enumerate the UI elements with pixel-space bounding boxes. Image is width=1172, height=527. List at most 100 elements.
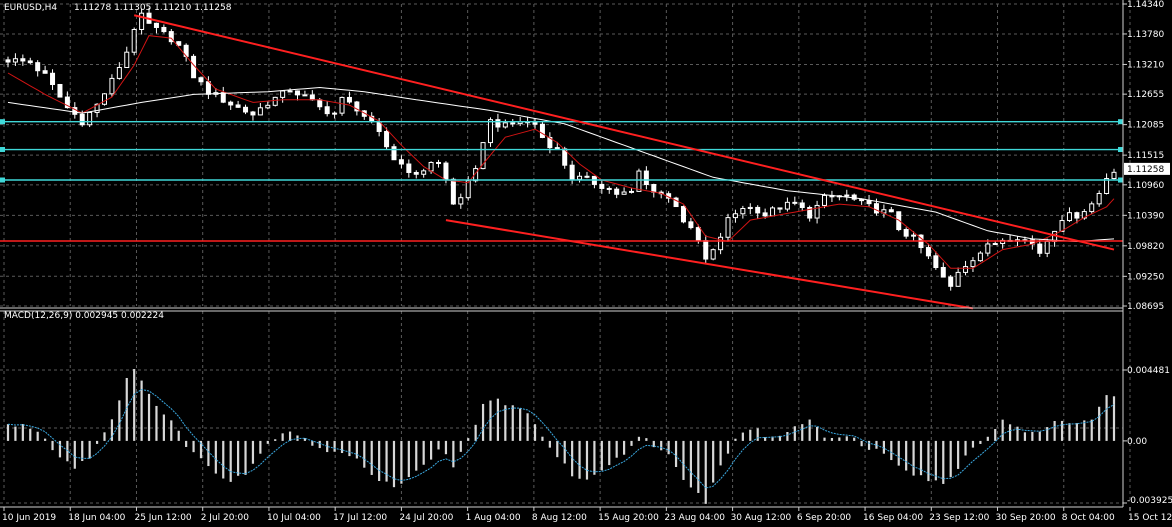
bull-candle — [770, 207, 776, 217]
bear-candle — [948, 276, 954, 287]
price-tick-label: 1.08695 — [1127, 302, 1164, 312]
current-price-box — [1124, 162, 1170, 175]
time-tick-label: 2 Jul 20:00 — [201, 513, 250, 523]
time-tick-label: 10 Jul 04:00 — [267, 513, 321, 523]
bear-candle — [324, 106, 330, 115]
bull-candle — [985, 243, 991, 254]
time-tick-label: 30 Sep 20:00 — [996, 513, 1056, 523]
price-tick-label: 1.11515 — [1127, 151, 1164, 161]
bull-candle — [732, 213, 738, 219]
bull-candle — [822, 194, 828, 206]
time-tick-label: 15 Aug 20:00 — [598, 513, 659, 523]
bear-candle — [27, 60, 33, 64]
bear-candle — [940, 267, 946, 278]
bull-candle — [963, 266, 969, 273]
bull-candle — [87, 111, 93, 126]
bear-candle — [584, 175, 590, 178]
bear-candle — [354, 101, 360, 112]
bull-candle — [12, 58, 18, 63]
bull-candle — [473, 168, 479, 182]
bear-candle — [695, 227, 701, 242]
bear-candle — [569, 164, 575, 180]
bear-candle — [873, 203, 879, 214]
level-1-handle-right — [1118, 119, 1123, 125]
bull-candle — [725, 217, 731, 238]
time-tick-label: 10 Jun 2019 — [2, 513, 56, 523]
bull-candle — [977, 252, 983, 262]
bear-candle — [777, 207, 783, 210]
bear-candle — [250, 111, 256, 116]
bull-candle — [280, 90, 286, 98]
price-tick-label: 1.10390 — [1127, 211, 1164, 221]
ma-fast — [7, 35, 1115, 269]
bear-candle — [1037, 243, 1043, 254]
upper-channel-line — [133, 14, 1115, 251]
bull-candle — [718, 236, 724, 251]
macd-tick-label: 0.004481 — [1127, 366, 1170, 376]
ma-slow — [7, 86, 1115, 243]
bear-candle — [643, 170, 649, 186]
bear-candle — [391, 146, 397, 161]
bear-candle — [79, 113, 85, 126]
bull-candle — [101, 93, 107, 105]
bear-candle — [35, 62, 41, 72]
bear-candle — [510, 122, 516, 125]
bull-candle — [502, 122, 508, 128]
time-tick-label: 23 Sep 12:00 — [929, 513, 989, 523]
level-3-handle-right — [1118, 177, 1123, 183]
bear-candle — [72, 107, 78, 115]
bull-candle — [272, 96, 278, 106]
bull-candle — [94, 103, 100, 113]
price-tick-label: 1.09250 — [1127, 272, 1164, 282]
bull-candle — [139, 12, 145, 31]
bull-candle — [621, 191, 627, 195]
level-1-handle-left — [0, 119, 5, 125]
bear-candle — [436, 161, 442, 164]
bear-candle — [413, 171, 419, 175]
bear-candle — [161, 26, 167, 33]
bear-candle — [42, 70, 48, 74]
time-tick-label: 18 Jun 04:00 — [68, 513, 125, 523]
bear-candle — [866, 200, 872, 205]
bull-candle — [629, 190, 635, 193]
macd-histogram — [6, 368, 1116, 504]
bear-candle — [64, 96, 70, 109]
bull-candle — [339, 96, 345, 114]
time-tick-label: 25 Jun 12:00 — [134, 513, 191, 523]
bear-candle — [243, 106, 249, 113]
bull-candle — [257, 107, 263, 116]
macd-tick-label: -0.003925 — [1127, 496, 1172, 506]
bear-candle — [673, 197, 679, 208]
time-tick-label: 15 Oct 12:00 — [1128, 513, 1172, 523]
bull-candle — [970, 260, 976, 268]
bear-candle — [547, 136, 553, 149]
bull-candle — [428, 161, 434, 172]
bear-candle — [235, 104, 241, 108]
bear-candle — [851, 194, 857, 200]
bear-candle — [688, 221, 694, 229]
time-tick-label: 1 Aug 04:00 — [466, 513, 521, 523]
time-tick-label: 23 Aug 04:00 — [664, 513, 725, 523]
bull-candle — [109, 77, 115, 95]
time-tick-label: 8 Oct 04:00 — [1062, 513, 1115, 523]
bear-candle — [933, 255, 939, 269]
bull-candle — [1111, 171, 1117, 180]
bull-candle — [465, 180, 471, 199]
time-tick-label: 24 Jul 20:00 — [399, 513, 453, 523]
bull-candle — [992, 243, 998, 246]
time-tick-label: 16 Sep 04:00 — [863, 513, 923, 523]
bear-candle — [599, 183, 605, 189]
bear-candle — [20, 58, 26, 62]
bull-candle — [332, 112, 338, 115]
bear-candle — [703, 240, 709, 260]
horizontal-levels[interactable] — [0, 119, 1123, 242]
bull-candle — [1104, 178, 1110, 194]
bear-candle — [384, 130, 390, 148]
lower-channel-line — [445, 219, 974, 310]
bear-candle — [198, 77, 204, 83]
trendlines[interactable] — [133, 14, 1115, 310]
bear-candle — [807, 206, 813, 219]
bear-candle — [176, 41, 182, 46]
bear-candle — [614, 188, 620, 195]
